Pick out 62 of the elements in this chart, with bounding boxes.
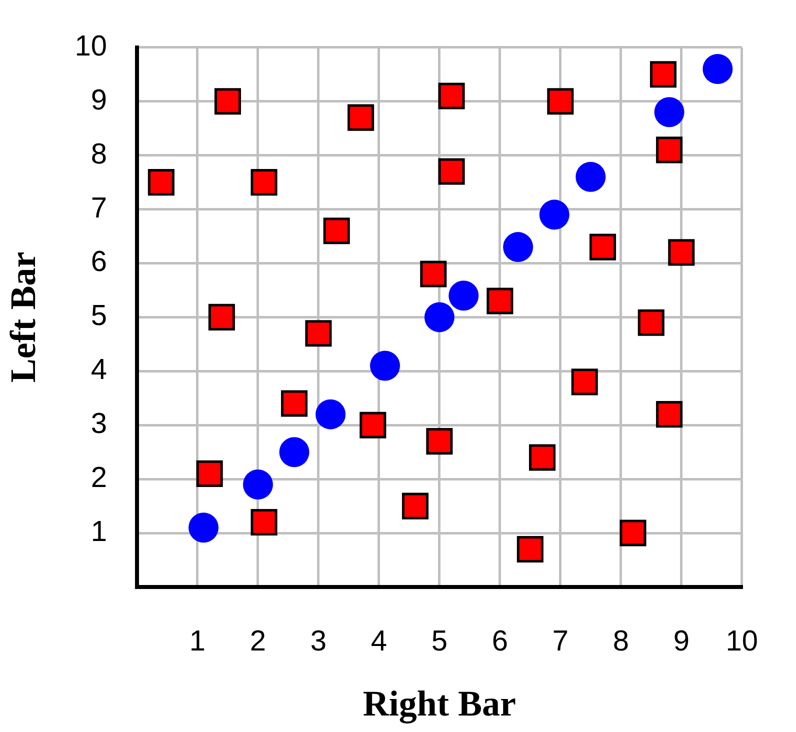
y-tick-label: 9 <box>90 84 107 116</box>
y-axis-title: Left Bar <box>2 252 43 383</box>
point <box>196 460 223 487</box>
x-tick-label: 5 <box>431 625 448 658</box>
point <box>656 136 683 164</box>
point <box>528 444 556 471</box>
point <box>571 368 598 396</box>
point <box>279 437 310 468</box>
point <box>576 162 606 192</box>
point <box>280 390 308 417</box>
point <box>148 169 174 196</box>
point <box>188 512 219 543</box>
y-tick-label: 3 <box>90 408 107 440</box>
point <box>370 350 400 381</box>
y-tick-label: 5 <box>90 300 107 332</box>
x-tick-label: 8 <box>612 625 629 658</box>
x-tick-label: 1 <box>189 625 206 658</box>
point <box>426 428 453 455</box>
point <box>656 401 683 428</box>
point <box>316 399 346 430</box>
x-tick-label: 4 <box>370 625 388 658</box>
point <box>250 169 278 196</box>
point <box>323 218 350 244</box>
y-tick-label: 6 <box>90 246 107 278</box>
y-tick-label: 1 <box>90 516 107 548</box>
point <box>214 88 241 115</box>
x-tick-label: 10 <box>726 625 758 658</box>
point <box>360 412 386 438</box>
point <box>702 54 733 84</box>
point <box>547 88 574 115</box>
x-tick-label: 7 <box>552 625 568 658</box>
x-tick-label: 9 <box>673 625 690 658</box>
y-tick-label: 2 <box>90 462 107 494</box>
point <box>438 82 465 110</box>
y-tick-label: 8 <box>90 138 107 170</box>
point <box>305 320 332 347</box>
y-tick-label: 10 <box>74 30 107 62</box>
point <box>402 492 429 520</box>
point <box>348 104 374 131</box>
point <box>503 232 534 262</box>
point <box>589 234 616 260</box>
y-tick-label: 4 <box>90 354 107 386</box>
point <box>448 280 479 311</box>
point <box>620 520 646 546</box>
point <box>438 158 465 185</box>
x-tick-label: 6 <box>492 625 508 658</box>
point <box>424 302 454 332</box>
point <box>516 536 544 562</box>
x-tick-label: 2 <box>250 625 266 658</box>
point <box>208 304 235 330</box>
point <box>250 508 278 536</box>
x-tick-label: 3 <box>310 625 327 658</box>
point <box>650 61 677 88</box>
point <box>638 309 664 336</box>
point <box>539 200 570 230</box>
point <box>486 288 514 314</box>
x-axis-title: Right Bar <box>362 684 516 724</box>
point <box>242 469 273 500</box>
point <box>654 97 684 128</box>
point <box>668 239 695 266</box>
point <box>420 260 447 288</box>
y-tick-label: 7 <box>90 192 107 224</box>
